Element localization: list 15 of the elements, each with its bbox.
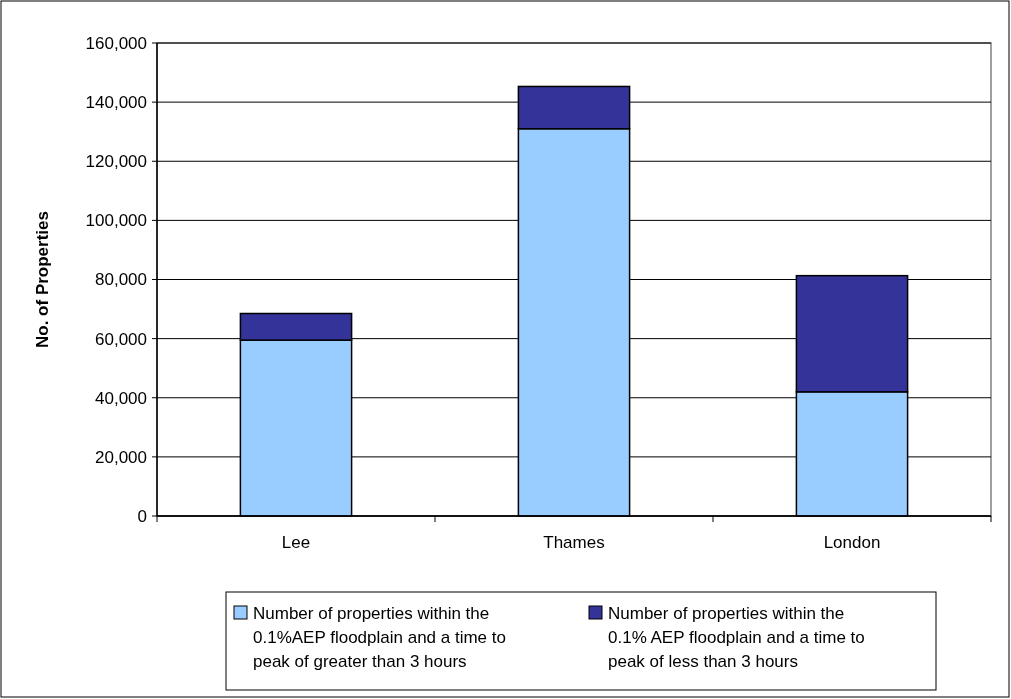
y-axis-title: No. of Properties xyxy=(33,211,52,348)
legend-label: Number of properties within the 0.1% AEP floodplain and a time to peak of less than 3 hours xyxy=(608,604,865,671)
y-tick-label: 20,000 xyxy=(95,447,147,467)
y-tick-label: 160,000 xyxy=(85,33,147,53)
y-tick-label: 40,000 xyxy=(95,388,147,408)
y-tick-label: 120,000 xyxy=(85,152,147,172)
x-tick-label: Lee xyxy=(281,533,311,552)
y-tick-label: 0 xyxy=(137,506,147,526)
x-tick-label: Thames xyxy=(543,533,605,552)
y-tick-label: 100,000 xyxy=(85,211,147,231)
y-tick-label: 80,000 xyxy=(95,270,147,290)
y-tick-label: 60,000 xyxy=(95,329,147,349)
legend-label: Number of properties within the 0.1%AEP floodplain and a time to peak of greater than 3 hours xyxy=(253,604,506,671)
y-tick-label: 140,000 xyxy=(85,93,147,113)
x-tick-label: London xyxy=(823,533,881,552)
